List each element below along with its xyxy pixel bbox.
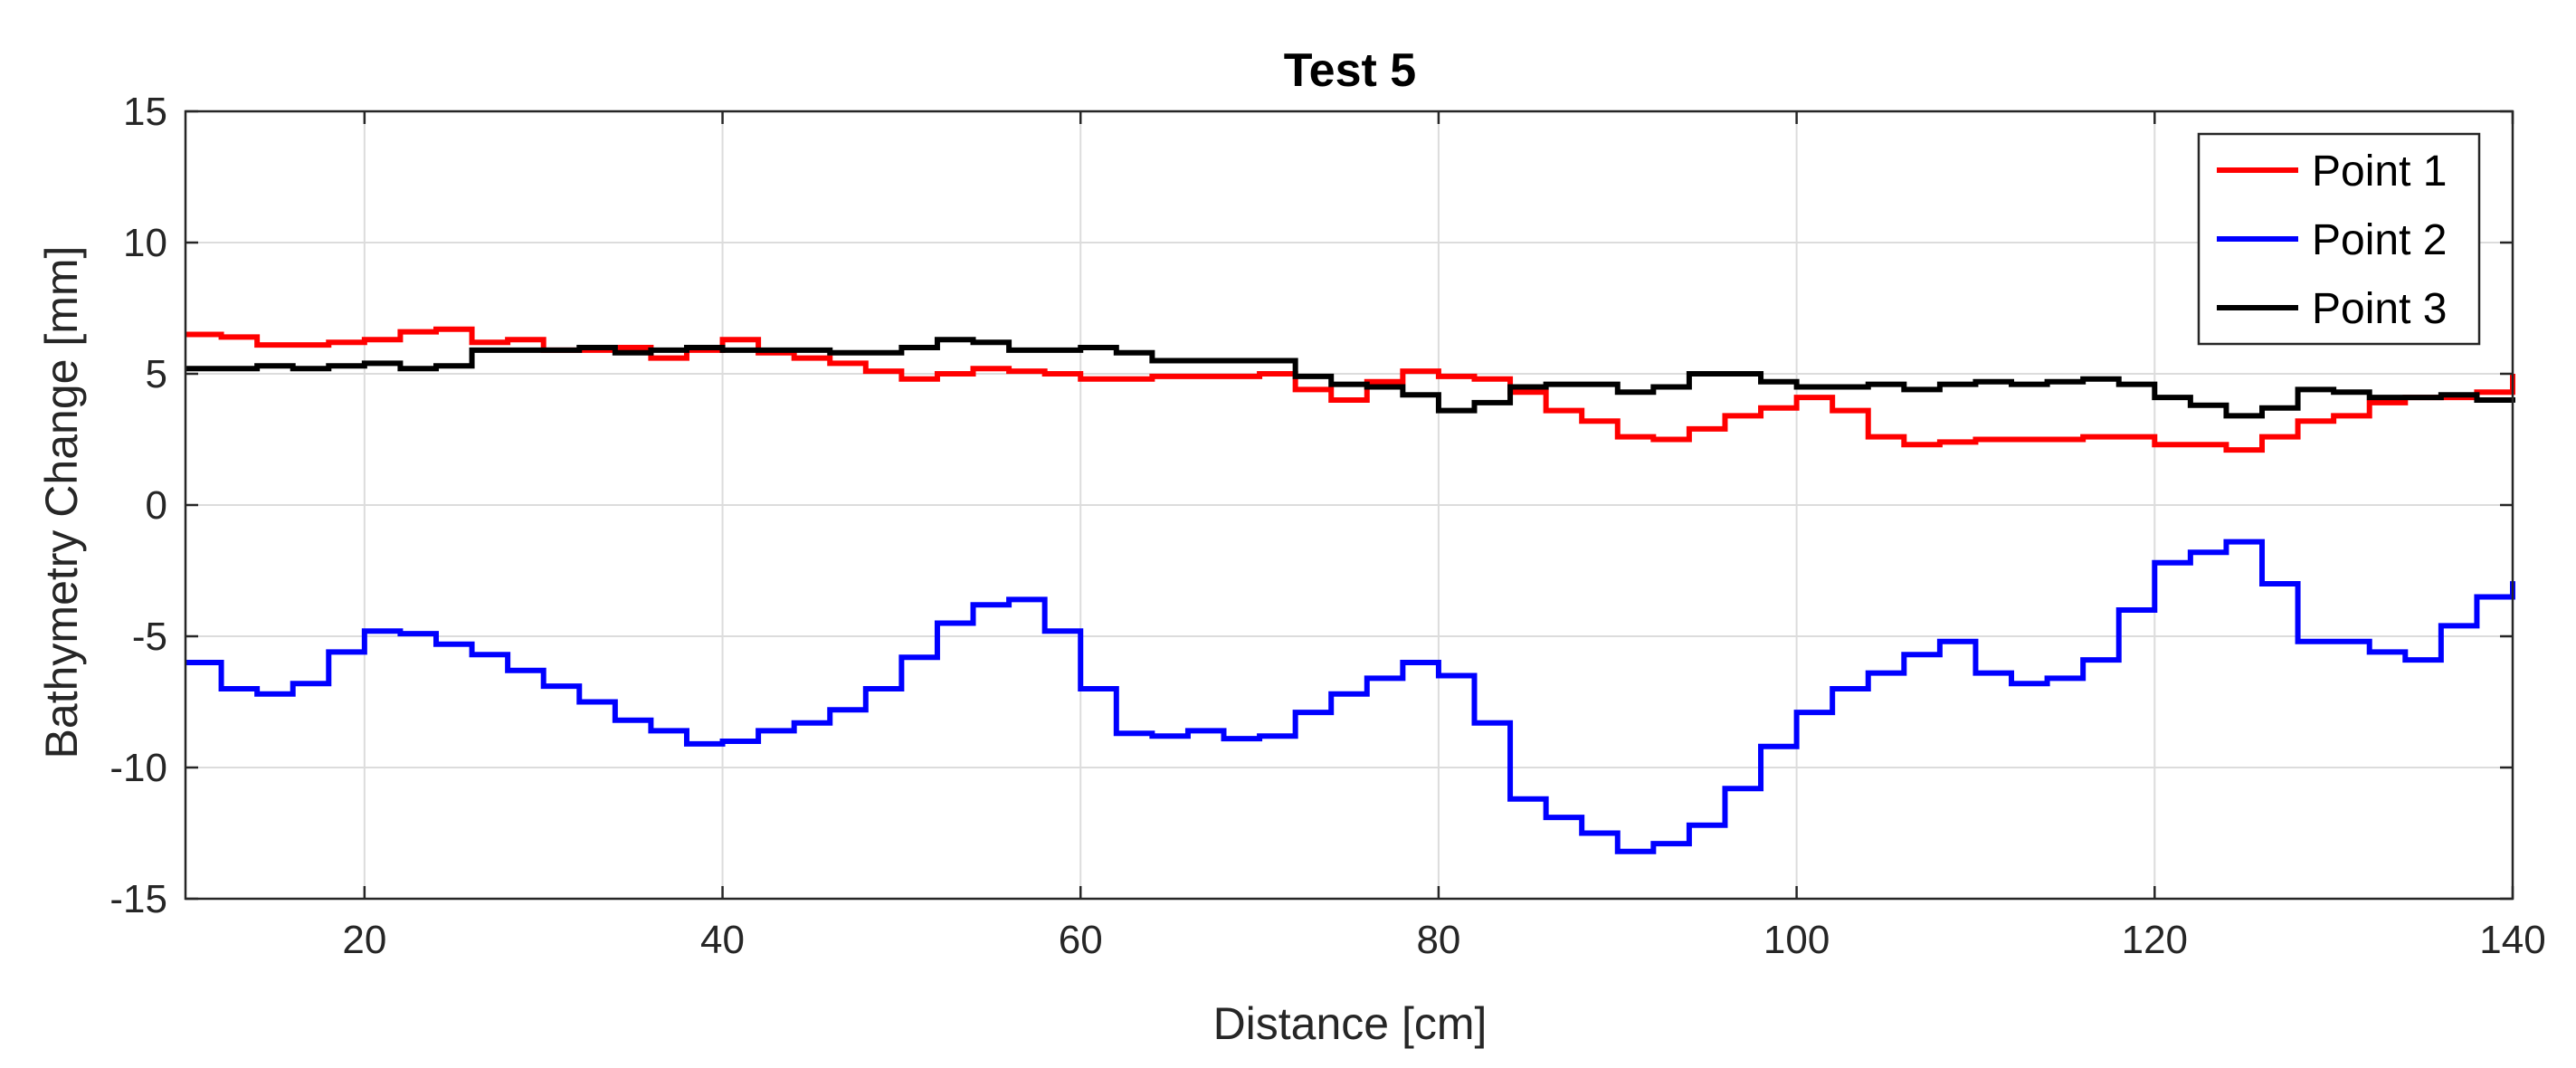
x-tick-label: 80 (1416, 918, 1460, 962)
series-layer (185, 326, 2515, 854)
legend-label-point-1: Point 1 (2312, 148, 2447, 195)
x-tick-label: 60 (1059, 918, 1103, 962)
x-tick-label: 100 (1763, 918, 1830, 962)
y-tick-label: 5 (146, 352, 167, 396)
y-tick-label: -5 (132, 615, 167, 659)
series-line-point-2 (185, 539, 2515, 854)
legend-label-point-2: Point 2 (2312, 216, 2447, 264)
x-axis-label: Distance [cm] (1213, 998, 1488, 1049)
y-tick-label: 15 (123, 90, 167, 134)
y-tick-label: 10 (123, 221, 167, 265)
y-tick-label: -15 (109, 877, 167, 921)
y-tick-label: -10 (109, 746, 167, 790)
chart-title: Test 5 (1284, 44, 1416, 97)
x-tick-label: 40 (700, 918, 745, 962)
x-tick-label: 120 (2122, 918, 2188, 962)
x-tick-label: 140 (2479, 918, 2545, 962)
series-line-point-3 (185, 337, 2515, 419)
y-tick-label: 0 (146, 483, 167, 528)
legend: Point 1 Point 2 Point 3 (2197, 132, 2481, 346)
x-tick-label: 20 (342, 918, 386, 962)
ticks: 20 40 60 80 100 120 140 15 10 5 0 -5 -10 -15 (109, 90, 2545, 962)
legend-label-point-3: Point 3 (2312, 285, 2447, 333)
y-axis-label: Bathymetry Change [mm] (36, 246, 87, 759)
